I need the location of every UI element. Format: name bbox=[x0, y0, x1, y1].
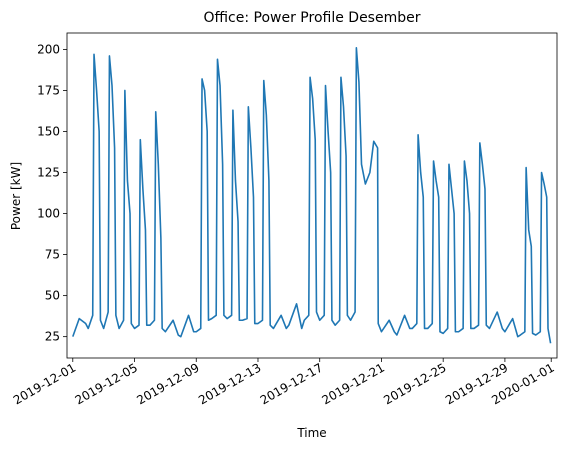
y-tick-label: 75 bbox=[45, 248, 60, 262]
line-series bbox=[72, 46, 552, 344]
x-axis-label: Time bbox=[296, 426, 326, 440]
y-tick-label: 200 bbox=[37, 42, 60, 56]
x-tick-label: 2019-12-09 bbox=[134, 360, 201, 407]
y-tick-label: 175 bbox=[37, 83, 60, 97]
x-tick-label: 2019-12-01 bbox=[11, 360, 78, 407]
x-tick-label: 2019-12-21 bbox=[320, 360, 387, 407]
x-tick-label: 2019-12-13 bbox=[196, 360, 263, 407]
x-tick-label: 2019-12-17 bbox=[258, 360, 325, 407]
x-tick-label: 2019-12-05 bbox=[73, 360, 140, 407]
chart-title: Office: Power Profile Desember bbox=[204, 10, 421, 26]
plot-frame bbox=[66, 32, 558, 359]
y-tick-label: 50 bbox=[45, 289, 60, 303]
y-tick-label: 150 bbox=[37, 124, 60, 138]
y-tick-label: 25 bbox=[45, 330, 60, 344]
x-tick-label: 2019-12-25 bbox=[381, 360, 448, 407]
y-axis-label: Power [kW] bbox=[9, 162, 23, 230]
y-tick-label: 100 bbox=[37, 207, 60, 221]
y-tick-label: 125 bbox=[37, 166, 60, 180]
